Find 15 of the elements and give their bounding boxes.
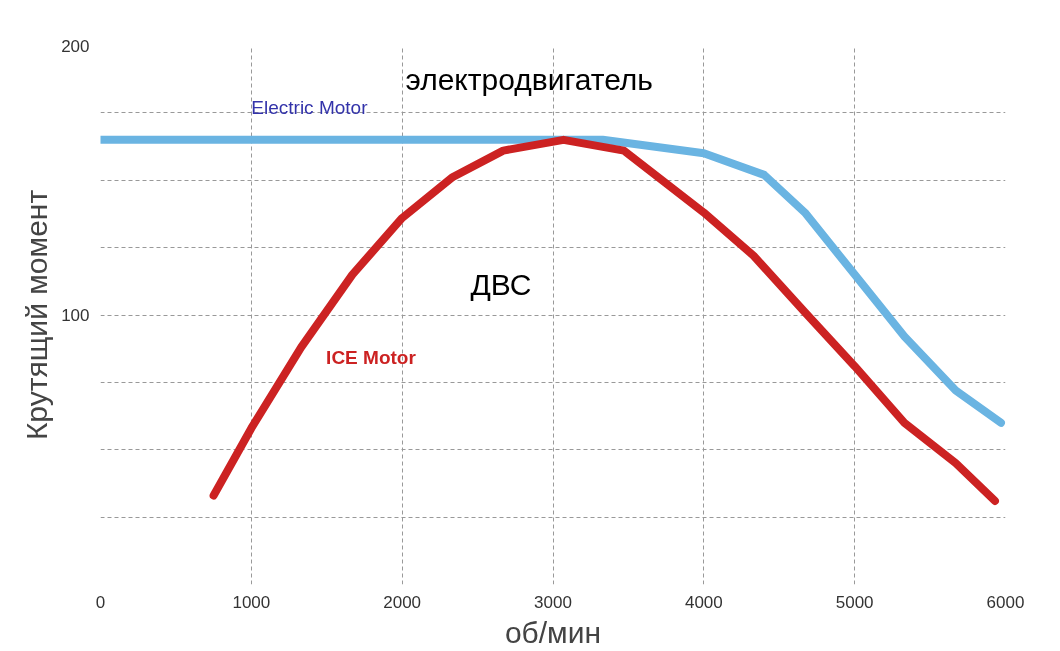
x-tick-label: 1000 — [232, 592, 271, 612]
y-tick-label: 100 — [61, 306, 90, 325]
annotation: электродвигатель — [405, 63, 653, 96]
x-axis-title: об/мин — [504, 615, 602, 649]
x-tick-label: 3000 — [534, 592, 572, 612]
y-tick-label: 200 — [61, 36, 90, 56]
x-tick-label: 5000 — [835, 592, 874, 612]
series-label: Electric Motor — [251, 97, 369, 119]
annotation: ДВС — [470, 268, 532, 301]
y-axis-title: Крутящий момент — [20, 189, 54, 441]
series-label: ICE Motor — [326, 346, 417, 368]
x-tick-label: 0 — [95, 592, 106, 612]
x-tick-label: 6000 — [986, 592, 1025, 612]
x-tick-label: 2000 — [383, 592, 422, 612]
x-tick-label: 4000 — [684, 592, 723, 612]
